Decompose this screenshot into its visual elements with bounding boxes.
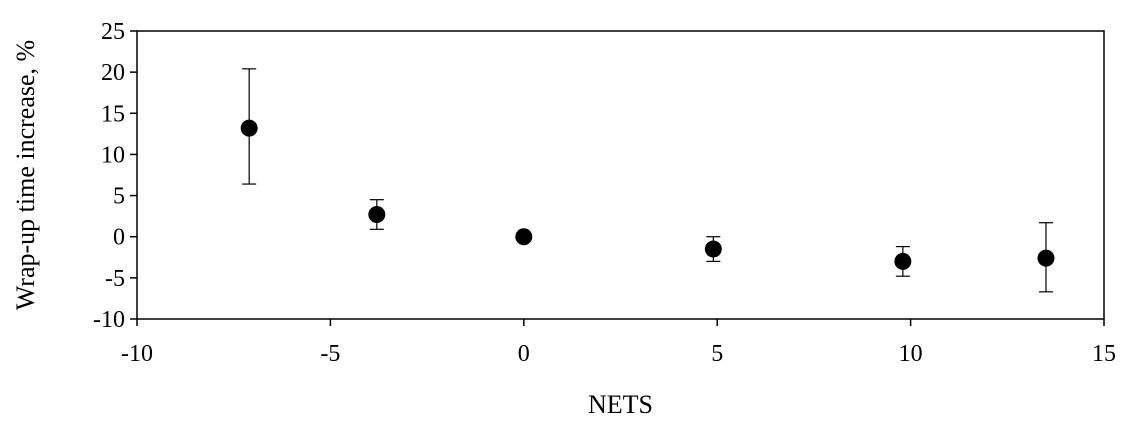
y-tick-label: 15 xyxy=(101,101,125,127)
data-point xyxy=(515,228,533,246)
y-tick-label: -10 xyxy=(93,307,125,333)
x-axis: -10 -5 0 5 10 15 xyxy=(121,319,1116,367)
data-point xyxy=(1037,249,1055,267)
x-tick-label: 0 xyxy=(518,341,530,367)
x-tick-label: 10 xyxy=(899,341,923,367)
data-point xyxy=(240,119,258,137)
y-axis: -10 -5 0 5 10 15 20 25 xyxy=(93,19,137,333)
y-tick-label: 25 xyxy=(101,19,125,45)
x-tick-label: 15 xyxy=(1092,341,1116,367)
data-points xyxy=(240,119,1055,270)
error-bars xyxy=(242,68,1053,293)
x-tick-label: -5 xyxy=(320,341,340,367)
y-axis-title: Wrap-up time increase, % xyxy=(11,40,40,310)
data-point xyxy=(894,252,912,270)
y-tick-label: 20 xyxy=(101,60,125,86)
y-tick-label: 10 xyxy=(101,142,125,168)
data-point xyxy=(368,205,386,223)
data-point xyxy=(704,240,722,258)
y-tick-label: 5 xyxy=(113,184,125,210)
x-axis-title: NETS xyxy=(588,390,653,419)
y-tick-label: 0 xyxy=(113,225,125,251)
y-tick-label: -5 xyxy=(105,266,125,292)
x-tick-label: -10 xyxy=(121,341,153,367)
x-tick-label: 5 xyxy=(711,341,723,367)
plot-area-frame xyxy=(136,30,1105,320)
